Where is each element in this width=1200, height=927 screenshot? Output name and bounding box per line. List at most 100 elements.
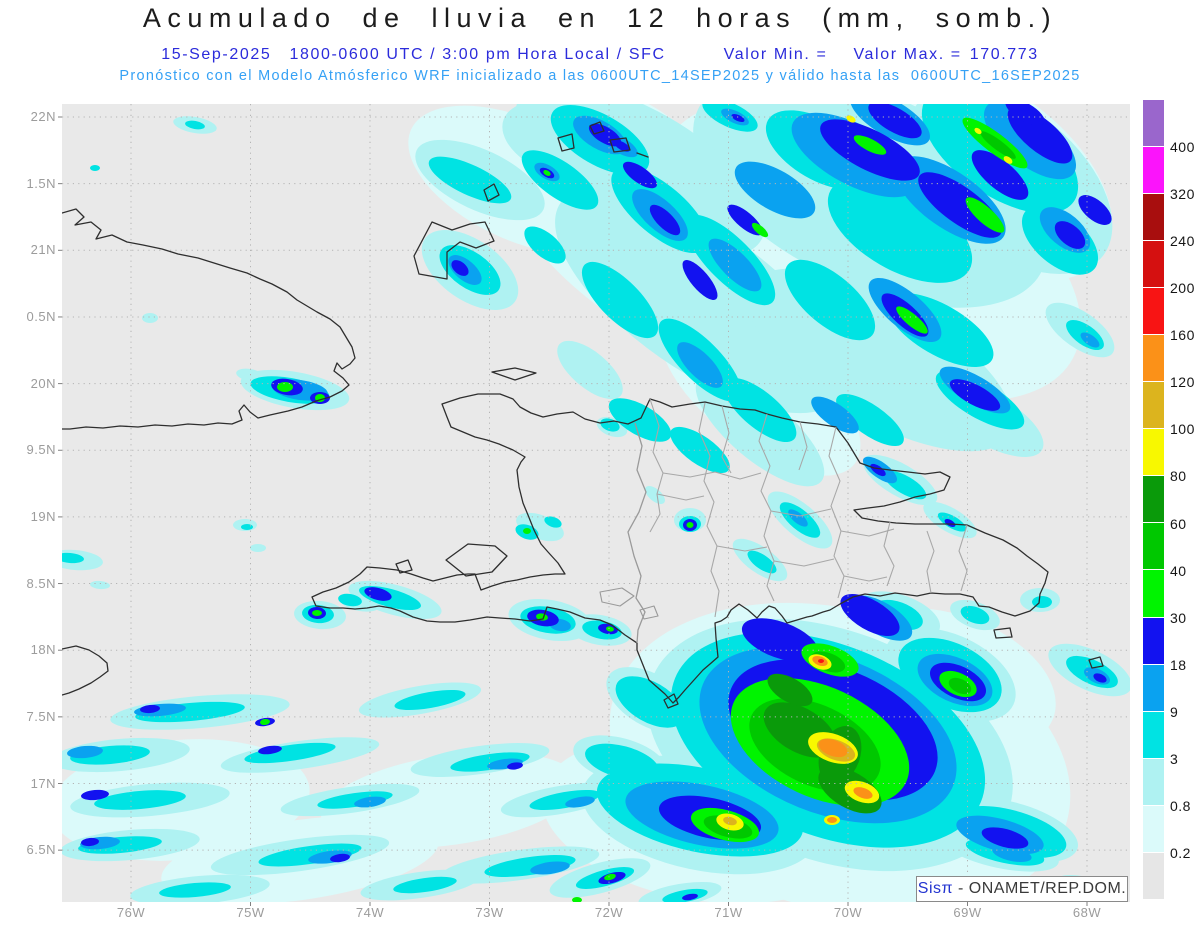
colorbar-segment — [1143, 429, 1164, 477]
province-border — [770, 508, 832, 517]
cuba-coastline — [62, 208, 356, 430]
province-border — [798, 421, 808, 471]
rain-cell — [523, 528, 531, 534]
jamaica-coastline — [62, 645, 109, 696]
rain-cell — [1003, 156, 1013, 164]
rain-cell — [159, 882, 231, 898]
tortuga-island — [491, 367, 537, 381]
rain-cell — [811, 396, 859, 434]
rain-cell — [853, 135, 887, 155]
province-border — [883, 521, 895, 587]
colorbar-tick-label: 320 — [1170, 186, 1195, 203]
turks-caicos-islets — [557, 121, 649, 158]
lat-axis-label: 0.5N — [26, 308, 56, 324]
rain-cell — [258, 745, 282, 755]
rain-cell — [836, 393, 904, 447]
colorbar-segment — [1143, 711, 1164, 759]
rain-cell — [312, 610, 322, 616]
rain-cell — [1078, 195, 1112, 225]
lon-axis-label: 75W — [236, 905, 265, 920]
mona-island — [1088, 656, 1104, 669]
province-border — [843, 575, 888, 582]
rain-cell — [90, 580, 110, 590]
rain-cell — [827, 817, 837, 823]
colorbar-segment — [1143, 570, 1164, 618]
rain-cell — [364, 587, 392, 601]
rain-cell — [846, 115, 856, 123]
rain-cell — [686, 522, 694, 528]
rain-cell — [543, 170, 551, 176]
rain-cell — [555, 186, 845, 414]
colorbar-segment — [1143, 805, 1164, 853]
rain-cell — [62, 552, 84, 564]
gonave-island — [445, 543, 508, 577]
rain-cell — [723, 377, 797, 443]
rain-cell — [723, 816, 737, 826]
lat-axis-label: 17N — [30, 775, 56, 791]
rain-cell — [971, 150, 1029, 200]
rain-cell — [767, 673, 813, 707]
province-border — [840, 528, 895, 537]
rain-cell — [536, 613, 548, 621]
lat-axis-label: 18N — [30, 642, 56, 658]
lon-axis-label: 69W — [953, 905, 982, 920]
rain-cell — [645, 486, 665, 504]
colorbar-tick-label: 400 — [1170, 139, 1195, 156]
rain-cell — [94, 790, 186, 810]
province-border — [828, 426, 845, 599]
colorbar-tick-label: 200 — [1170, 280, 1195, 297]
rain-cell — [330, 853, 350, 863]
rain-cell — [565, 796, 595, 808]
rainfall-colorbar — [1143, 100, 1164, 900]
province-border — [716, 545, 768, 552]
lon-axis-label: 71W — [714, 905, 743, 920]
rain-cell — [484, 855, 576, 877]
colorbar-tick-label: 100 — [1170, 421, 1195, 438]
beata-island — [663, 693, 679, 709]
colorbar-segment — [1143, 476, 1164, 524]
rain-cell — [241, 524, 253, 530]
rain-cell — [277, 382, 293, 392]
subtitle-datetime: 15-Sep-2025 1800-0600 UTC / 3:00 pm Hora… — [161, 46, 666, 63]
rain-cell — [1093, 673, 1107, 683]
rain-cell — [572, 897, 582, 902]
province-border — [721, 405, 732, 474]
valor-max-label: Valor Max. = — [853, 46, 962, 63]
valor-min-label: Valor Min. = — [723, 46, 828, 63]
rain-cell — [980, 131, 1016, 159]
rain-cell — [868, 104, 922, 139]
rain-cell — [944, 519, 956, 527]
little-inagua-island — [483, 183, 500, 202]
lon-axis-label: 70W — [833, 905, 863, 920]
colorbar-tick-label: 80 — [1170, 468, 1187, 485]
lon-axis-label: 72W — [594, 905, 624, 920]
colorbar-segment — [1143, 758, 1164, 806]
coastline-layer — [62, 121, 1104, 709]
rain-cell — [751, 222, 769, 238]
rain-cell — [949, 379, 1001, 411]
colorbar-segment — [1143, 335, 1164, 383]
rain-cell — [450, 752, 530, 772]
rain-cell — [67, 745, 103, 759]
saona-island — [993, 627, 1013, 639]
province-border — [958, 524, 968, 592]
rain-cell — [250, 544, 266, 552]
lat-axis-label: 19N — [30, 508, 56, 524]
colorbar-segment — [1143, 382, 1164, 430]
colorbar-segment — [1143, 523, 1164, 571]
rain-cell — [682, 893, 698, 901]
rain-cell — [606, 626, 614, 632]
rain-cell — [451, 260, 469, 276]
lon-axis-label: 73W — [475, 905, 504, 920]
sispi-logo: Sisπ — [917, 880, 954, 897]
rain-cell — [394, 689, 466, 711]
attribution-box: Sisπ - ONAMET/REP.DOM. — [916, 876, 1128, 902]
rain-cell — [529, 789, 601, 811]
rain-cell — [185, 120, 205, 130]
colorbar-segment — [1143, 147, 1164, 195]
rain-cell — [827, 177, 973, 283]
colorbar-tick-label: 3 — [1170, 750, 1179, 767]
rain-cell — [258, 843, 362, 867]
rain-cell — [974, 127, 982, 135]
